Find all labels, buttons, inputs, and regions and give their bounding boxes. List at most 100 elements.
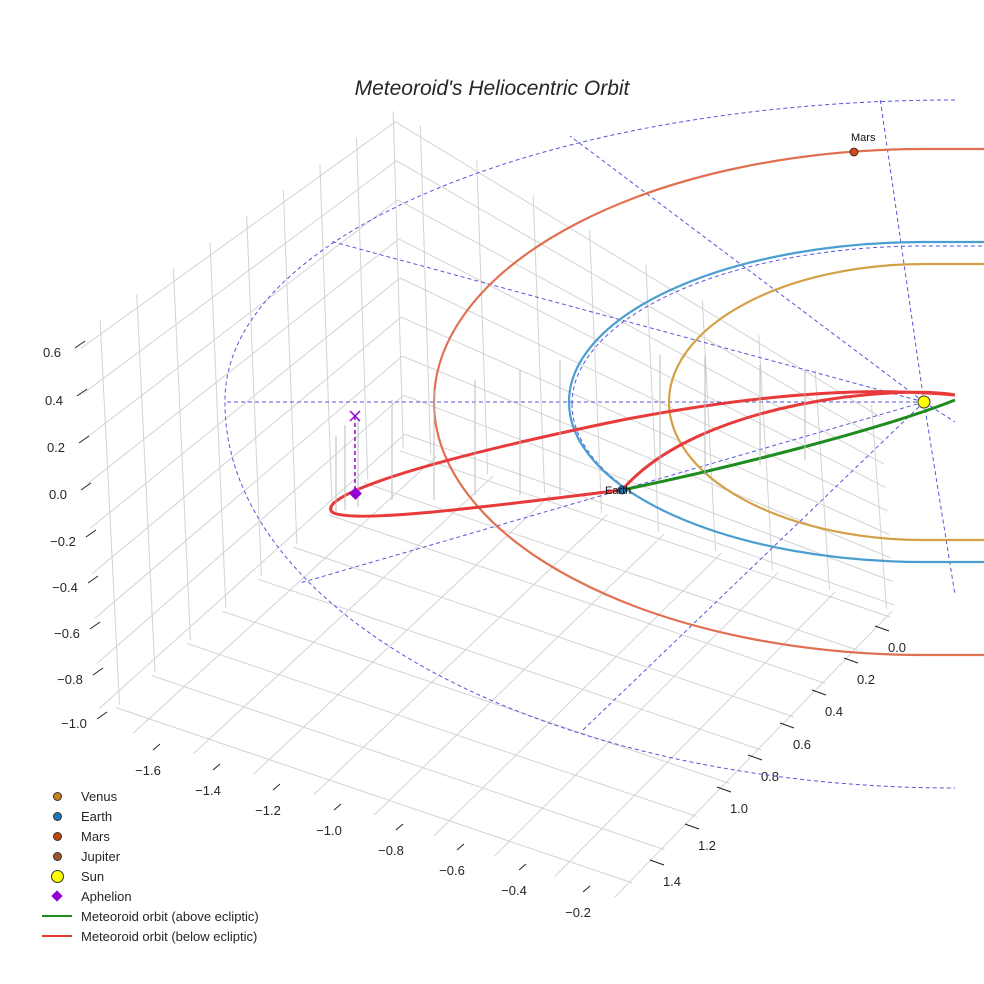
dot-icon: [38, 786, 76, 806]
floor-grid-line: [328, 514, 826, 684]
reference-radial-line: [569, 135, 925, 403]
earth-label: Earth: [605, 485, 631, 497]
mars-marker: [849, 147, 859, 157]
wall-grid-line: [98, 433, 405, 709]
legend-item: Sun: [38, 866, 259, 886]
dot-icon: [38, 806, 76, 826]
wall-grid-line: [701, 300, 717, 552]
wall-grid-line: [356, 137, 369, 480]
wall-grid-line: [395, 121, 881, 418]
floor-grid-line: [399, 450, 891, 618]
orbit-venus: [667, 262, 984, 542]
z-tick-label: −0.6: [54, 626, 80, 641]
wall-grid-line: [398, 238, 886, 488]
legend-item: Meteoroid orbit (below ecliptic): [38, 926, 259, 946]
floor-grid-line: [132, 456, 437, 734]
floor-grid-line: [554, 591, 836, 877]
reference-radial-line: [923, 401, 956, 596]
wall-grid-line: [172, 268, 191, 641]
x-tick-mark: [333, 803, 342, 811]
floor-grid-line: [253, 494, 551, 775]
y-tick-mark: [811, 689, 827, 696]
wall-grid-line: [871, 404, 887, 610]
wall-grid-line: [82, 160, 397, 394]
wall-grid-line: [319, 163, 333, 512]
y-tick-mark: [684, 823, 700, 830]
x-tick-mark: [152, 743, 161, 751]
z-tick-label: −0.2: [50, 534, 76, 549]
dot-icon: [38, 826, 76, 846]
z-tick-label: 0.6: [43, 345, 61, 360]
z-tick-label: 0.4: [45, 393, 63, 408]
reference-radial-line: [582, 401, 925, 731]
x-tick-label: −1.0: [316, 823, 342, 838]
x-tick-label: −1.6: [135, 763, 161, 778]
dot-icon: [38, 846, 76, 866]
wall-grid-line: [392, 111, 404, 448]
wall-grid-line: [99, 320, 121, 705]
wall-grid-line: [399, 277, 888, 512]
z-tick-mark: [76, 388, 88, 397]
sun-marker: [917, 395, 931, 409]
z-tick-mark: [87, 575, 99, 584]
line-swatch-icon: [38, 926, 76, 946]
wall-grid-line: [814, 369, 830, 590]
y-tick-label: 0.2: [857, 672, 875, 687]
x-tick-mark: [272, 783, 281, 791]
y-tick-mark: [779, 722, 795, 729]
wall-grid-line: [645, 265, 660, 532]
outer-reference-ellipse: [224, 99, 956, 789]
legend-label: Earth: [81, 808, 113, 824]
y-tick-mark: [716, 786, 732, 793]
wall-grid-line: [404, 433, 895, 606]
legend-label: Meteoroid orbit (below ecliptic): [81, 928, 258, 944]
floor-grid-line: [186, 642, 698, 817]
wall-grid-line: [92, 316, 402, 574]
legend-label: Meteoroid orbit (above ecliptic): [81, 908, 259, 924]
aphelion-projection-marker: [349, 410, 361, 422]
legend-item: Earth: [38, 806, 259, 826]
reference-radial-line: [329, 240, 925, 403]
legend-label: Aphelion: [81, 888, 132, 904]
z-tick-label: −0.8: [57, 672, 83, 687]
dot-icon: [38, 866, 76, 886]
legend-label: Venus: [81, 788, 118, 804]
legend-label: Jupiter: [81, 848, 121, 864]
wall-grid-line: [282, 189, 298, 544]
legend: Venus Earth Mars Jupiter Sun Aphelion Meteoroi…: [38, 786, 259, 946]
floor-grid-line: [151, 674, 665, 851]
wall-grid-line: [209, 242, 227, 609]
wall-grid-line: [136, 294, 156, 673]
wall-grid-line: [96, 394, 404, 664]
axis-ticks: −1.6 −1.4 −1.2 −1.0 −0.8 −0.6 −0.4 −0.2 0.0 0.2 0.…: [43, 340, 906, 920]
legend-item: Jupiter: [38, 846, 259, 866]
x-tick-label: −0.8: [378, 843, 404, 858]
wall-grid-line: [397, 199, 885, 465]
orbit-mars: [432, 147, 984, 657]
wall-grid-line: [396, 160, 883, 441]
wall-grid-line: [246, 215, 262, 576]
legend-item: Venus: [38, 786, 259, 806]
z-tick-mark: [78, 435, 90, 444]
z-tick-label: 0.2: [47, 440, 65, 455]
wall-grid-line: [476, 160, 489, 475]
meteoroid-orbit-above: [621, 398, 956, 492]
grid-lines: [80, 111, 895, 898]
meteoroid-orbit-below: [329, 390, 956, 518]
wall-grid-line: [532, 195, 546, 494]
floor-grid-line: [222, 610, 730, 784]
floor-grid-line: [193, 475, 494, 755]
y-tick-label: 0.0: [888, 640, 906, 655]
z-tick-label: −0.4: [52, 580, 78, 595]
wall-grid-line: [758, 334, 773, 571]
z-tick-mark: [92, 667, 104, 676]
y-tick-mark: [649, 859, 665, 866]
y-tick-label: 0.6: [793, 737, 811, 752]
z-tick-mark: [89, 621, 101, 630]
floor-grid-line: [293, 546, 794, 718]
y-tick-label: 0.8: [761, 769, 779, 784]
x-tick-mark: [456, 843, 465, 851]
x-tick-label: −0.6: [439, 863, 465, 878]
wall-grid-line: [589, 230, 603, 513]
